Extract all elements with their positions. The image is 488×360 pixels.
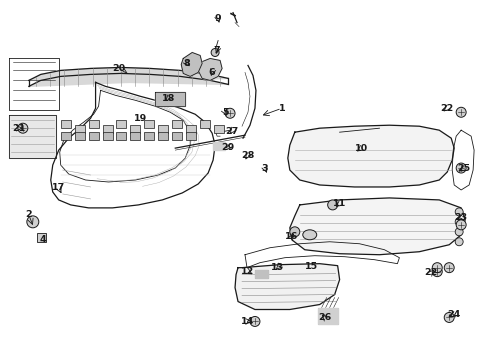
Bar (130, 132, 140, 140)
Polygon shape (254, 270, 267, 278)
Bar (172, 120, 182, 128)
Text: 4: 4 (40, 235, 46, 244)
Text: 16: 16 (285, 232, 298, 241)
Text: 15: 15 (305, 262, 318, 271)
Text: 3: 3 (261, 163, 267, 172)
Text: 21: 21 (12, 124, 25, 133)
Circle shape (455, 163, 465, 173)
Circle shape (249, 316, 260, 327)
Bar (158, 132, 168, 140)
Polygon shape (317, 307, 337, 324)
Circle shape (455, 107, 465, 117)
Text: 13: 13 (271, 263, 284, 272)
Bar (102, 132, 112, 140)
Text: 24: 24 (447, 310, 460, 319)
Text: 18: 18 (161, 94, 175, 103)
Bar (61, 132, 71, 140)
Bar (61, 120, 71, 128)
Text: 11: 11 (332, 199, 346, 208)
Circle shape (443, 312, 453, 323)
Text: 23: 23 (454, 213, 467, 222)
Text: 7: 7 (213, 46, 220, 55)
Bar (144, 132, 154, 140)
Text: 20: 20 (112, 64, 125, 73)
Text: 25: 25 (457, 163, 470, 172)
Circle shape (327, 200, 337, 210)
Polygon shape (287, 125, 453, 187)
Bar (37, 233, 46, 242)
Circle shape (454, 218, 462, 226)
Circle shape (431, 267, 441, 276)
Text: 14: 14 (241, 317, 254, 326)
Circle shape (454, 228, 462, 236)
Bar (200, 120, 210, 128)
Bar (214, 125, 224, 133)
Circle shape (454, 238, 462, 246)
Bar (88, 120, 99, 128)
Bar (75, 132, 84, 140)
Text: 17: 17 (52, 184, 65, 193)
Text: 2: 2 (25, 210, 32, 219)
Circle shape (454, 208, 462, 216)
Circle shape (18, 123, 28, 133)
Circle shape (431, 263, 441, 273)
Circle shape (443, 263, 453, 273)
Bar (186, 125, 196, 133)
Text: 5: 5 (222, 108, 228, 117)
Circle shape (211, 49, 219, 57)
Circle shape (455, 220, 465, 230)
Text: 8: 8 (183, 59, 190, 68)
Text: 12: 12 (241, 267, 254, 276)
Bar (116, 132, 126, 140)
Polygon shape (289, 198, 464, 255)
Text: 26: 26 (317, 313, 331, 322)
Bar (186, 132, 196, 140)
Bar (144, 120, 154, 128)
Polygon shape (155, 92, 185, 106)
Bar (88, 132, 99, 140)
Text: 19: 19 (134, 114, 147, 123)
Bar (130, 125, 140, 133)
Bar (158, 125, 168, 133)
Polygon shape (181, 53, 202, 76)
Bar (116, 120, 126, 128)
Circle shape (27, 216, 39, 228)
Polygon shape (235, 264, 339, 310)
Circle shape (224, 108, 235, 118)
Polygon shape (9, 115, 56, 158)
Text: 27: 27 (225, 127, 238, 136)
Text: 28: 28 (241, 150, 254, 159)
Bar (102, 125, 112, 133)
Polygon shape (198, 58, 222, 80)
Bar (172, 132, 182, 140)
Text: 22: 22 (440, 104, 453, 113)
Text: 1: 1 (278, 104, 285, 113)
Text: 6: 6 (208, 68, 215, 77)
Ellipse shape (302, 230, 316, 240)
Polygon shape (29, 67, 227, 86)
Bar (75, 125, 84, 133)
Text: 22: 22 (424, 268, 437, 277)
Text: 9: 9 (214, 14, 221, 23)
Text: 29: 29 (221, 143, 234, 152)
Circle shape (289, 227, 299, 237)
Polygon shape (213, 142, 224, 150)
Text: 10: 10 (354, 144, 367, 153)
